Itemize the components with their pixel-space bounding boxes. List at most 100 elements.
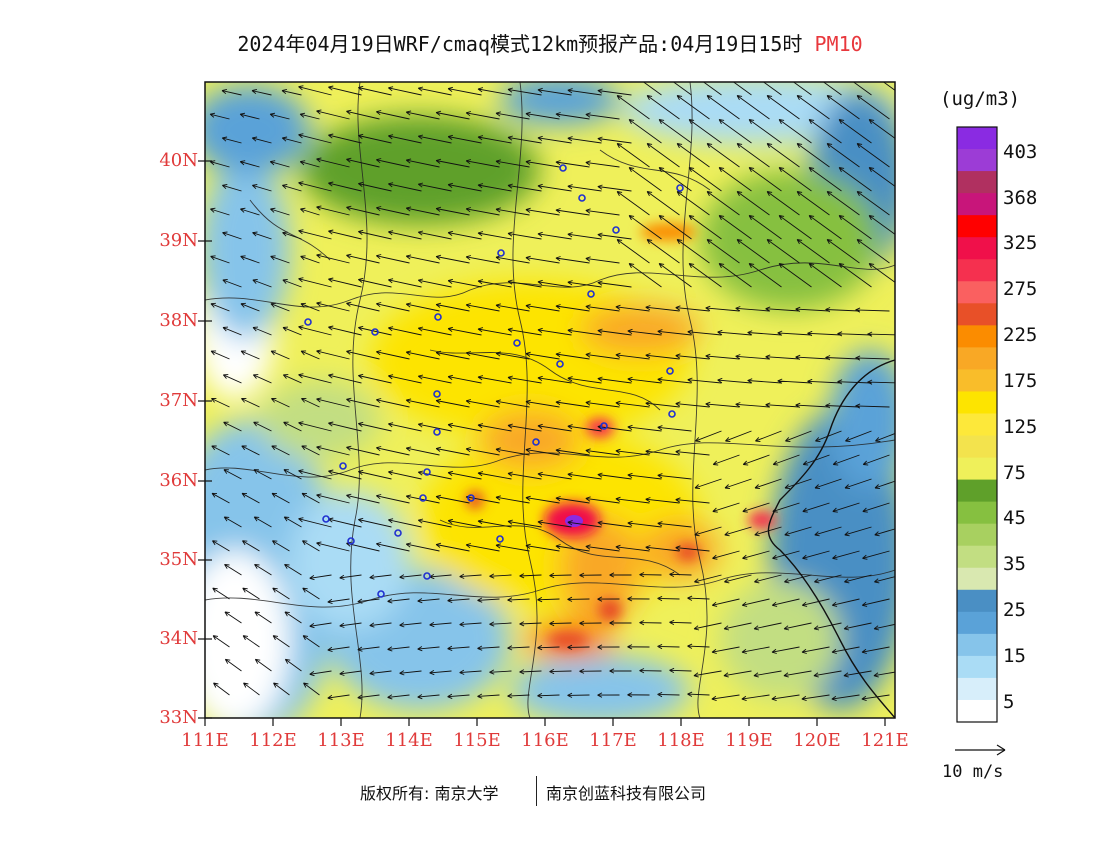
wind-arrow — [796, 239, 830, 264]
wind-arrow — [447, 693, 470, 700]
wind-arrow — [358, 229, 392, 240]
wind-arrow — [856, 191, 890, 216]
wind-arrow — [868, 215, 895, 235]
wind-arrow — [844, 526, 872, 537]
wind-arrow — [597, 280, 632, 288]
wind-arrow — [327, 598, 350, 605]
wind-arrow — [435, 302, 470, 312]
wind-arrow — [597, 328, 632, 336]
colorbar-label-25: 25 — [1003, 599, 1026, 621]
wind-arrow — [447, 470, 482, 480]
wind-arrow — [253, 469, 272, 480]
wind-arrow — [755, 430, 782, 442]
wind-arrow — [387, 694, 410, 700]
wind-arrow — [597, 472, 632, 480]
wind-arrow — [646, 143, 680, 168]
wind-arrow — [597, 136, 632, 144]
wind-arrow — [240, 302, 260, 312]
wind-arrow — [807, 330, 842, 337]
wind-arrow — [814, 526, 842, 537]
lon-label-120e: 120E — [793, 730, 841, 751]
wind-arrow — [741, 598, 770, 607]
wind-arrow — [645, 545, 680, 552]
colorbar-label-15: 15 — [1003, 645, 1026, 667]
wind-arrow — [210, 207, 230, 216]
wind-arrow — [282, 374, 302, 384]
wind-arrow — [358, 469, 392, 480]
wind-arrow — [825, 403, 860, 409]
wind-arrow — [222, 279, 242, 288]
wind-arrow — [717, 377, 752, 384]
wind-arrow — [316, 205, 350, 216]
wind-arrow — [212, 587, 230, 600]
colorbar-segment — [957, 193, 997, 216]
wind-arrow — [778, 167, 812, 192]
wind-arrow — [447, 645, 470, 652]
wind-arrow — [747, 378, 782, 384]
wind-arrow — [567, 136, 602, 144]
wind-arrow — [242, 587, 260, 600]
wind-arrow — [284, 611, 302, 624]
wind-arrow — [765, 306, 800, 312]
lon-label-118e: 118E — [657, 730, 705, 751]
wind-arrow — [567, 376, 602, 384]
colorbar-label-325: 325 — [1003, 232, 1038, 254]
wind-arrow — [316, 253, 350, 264]
wind-arrow — [477, 135, 512, 144]
lat-label-39n: 39N — [159, 230, 198, 251]
wind-arrow — [388, 326, 422, 336]
wind-arrow — [489, 621, 512, 627]
wind-arrow — [405, 446, 440, 456]
wind-arrow — [628, 119, 662, 144]
wind-arrow — [328, 85, 362, 96]
wind-arrow — [302, 540, 320, 552]
wind-arrow — [346, 157, 380, 168]
wind-arrow — [669, 571, 692, 577]
wind-arrow — [273, 682, 290, 696]
wind-arrow — [465, 159, 500, 168]
wind-arrow — [796, 95, 830, 120]
wind-arrow — [807, 378, 842, 385]
wind-arrow — [301, 397, 320, 408]
lon-label-112e: 112E — [249, 730, 297, 751]
wind-arrow — [495, 111, 530, 120]
wind-arrow — [222, 326, 242, 336]
wind-arrow — [489, 573, 512, 579]
wind-arrow — [771, 694, 800, 702]
wind-arrow — [298, 469, 332, 480]
wind-arrow — [328, 325, 362, 336]
wind-arrow — [826, 239, 860, 264]
wind-arrow — [802, 454, 830, 466]
wind-arrow — [298, 325, 332, 336]
wind-arrow — [688, 263, 722, 288]
wind-arrow — [717, 329, 752, 336]
wind-arrow — [646, 191, 680, 216]
wind-arrow — [778, 215, 812, 240]
wind-arrow — [300, 350, 320, 360]
wind-arrow — [585, 112, 620, 120]
wind-arrow — [303, 682, 320, 696]
wind-arrow — [615, 352, 650, 360]
wind-arrow — [316, 541, 350, 552]
wind-arrow — [645, 305, 680, 312]
wind-arrow — [447, 597, 470, 604]
wind-arrow — [537, 231, 572, 240]
wind-arrow — [224, 563, 242, 576]
wind-arrow — [855, 307, 890, 313]
wind-arrow — [435, 110, 470, 120]
lon-label-119e: 119E — [725, 730, 773, 751]
wind-arrow — [300, 207, 320, 216]
wind-arrow — [765, 354, 800, 360]
wind-arrow — [687, 377, 722, 384]
wind-arrow — [284, 563, 302, 576]
wind-arrow — [346, 253, 380, 264]
wind-arrow — [477, 231, 512, 240]
wind-arrow — [814, 574, 842, 584]
wind-arrow — [753, 622, 782, 631]
wind-arrow — [856, 239, 890, 264]
wind-arrow — [465, 351, 500, 360]
wind-arrow — [447, 326, 482, 336]
wind-arrow — [627, 596, 650, 602]
wind-arrow — [657, 473, 692, 480]
wind-arrow — [585, 352, 620, 360]
